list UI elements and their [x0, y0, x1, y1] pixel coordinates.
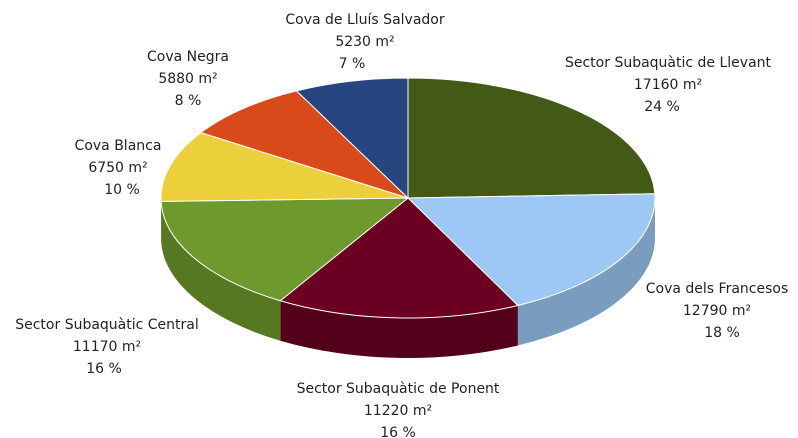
slice-label: Sector Subaquàtic Central 11170 m² 16 %: [15, 317, 199, 377]
value-label: 5880 m²: [158, 71, 217, 87]
slice: [295, 77, 409, 200]
percent-label: 16 %: [380, 425, 416, 438]
slice: [407, 77, 656, 199]
percent-label: 24 %: [644, 99, 680, 115]
percent-label: 16 %: [86, 361, 122, 377]
slice: [160, 132, 409, 202]
slice: [199, 90, 409, 199]
slice-label: Sector Subaquàtic de Ponent 11220 m² 16 %: [297, 381, 500, 438]
category-label: Sector Subaquàtic de Llevant: [565, 55, 772, 71]
value-label: 11170 m²: [73, 339, 141, 355]
category-label: Cova Blanca: [75, 138, 162, 154]
slice-label: Cova dels Francesos 12790 m² 18 %: [646, 281, 789, 341]
slice-label: Cova Negra 5880 m² 8 %: [147, 49, 229, 109]
slice-side: [517, 198, 655, 346]
slice-side: [280, 300, 518, 358]
percent-label: 7 %: [339, 56, 366, 72]
slice-label: Sector Subaquàtic de Llevant 17160 m² 24 %: [565, 55, 772, 115]
slice-label: Cova de Lluís Salvador 5230 m² 7 %: [285, 12, 444, 72]
value-label: 17160 m²: [634, 77, 702, 93]
slice-side: [161, 201, 281, 341]
category-label: Sector Subaquàtic Central: [15, 317, 199, 333]
value-label: 11220 m²: [364, 403, 432, 419]
slice: [160, 197, 410, 302]
slice: [406, 193, 656, 307]
value-label: 12790 m²: [683, 303, 751, 319]
percent-label: 18 %: [704, 325, 740, 341]
slice-label: Cova Blanca 6750 m² 10 %: [75, 138, 162, 198]
category-label: Sector Subaquàtic de Ponent: [297, 381, 500, 397]
category-label: Cova de Lluís Salvador: [285, 12, 444, 28]
category-label: Cova dels Francesos: [646, 281, 789, 297]
slice: [279, 197, 519, 319]
value-label: 5230 m²: [335, 34, 394, 50]
percent-label: 8 %: [175, 93, 202, 109]
category-label: Cova Negra: [147, 49, 229, 65]
value-label: 6750 m²: [88, 160, 147, 176]
percent-label: 10 %: [104, 182, 140, 198]
